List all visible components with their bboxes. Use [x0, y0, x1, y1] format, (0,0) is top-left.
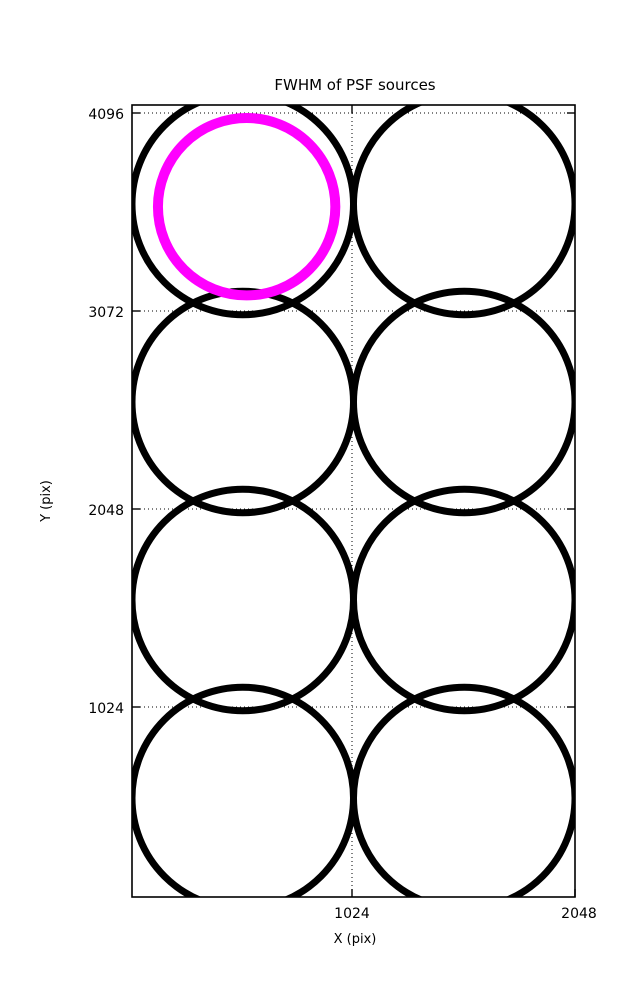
chart-title: FWHM of PSF sources [274, 76, 435, 94]
psf-marker [350, 287, 575, 517]
tick-marks [132, 105, 576, 897]
data-markers [132, 105, 575, 897]
xtick-label-2048: 2048 [561, 906, 597, 922]
psf-marker [350, 485, 575, 715]
psf-marker [350, 683, 575, 897]
ytick-label-4096: 4096 [88, 107, 124, 123]
xtick-label-1024: 1024 [334, 906, 370, 922]
x-axis-label: X (pix) [334, 932, 377, 947]
highlighted-psf-circle-group [152, 113, 341, 301]
plot-area-background [132, 105, 575, 897]
highlighted-psf-marker [152, 113, 341, 301]
psf-marker [350, 105, 575, 319]
ytick-label-1024: 1024 [88, 701, 124, 717]
axes-frame [131, 104, 576, 898]
y-axis-label: Y (pix) [39, 480, 54, 523]
ytick-label-2048: 2048 [88, 503, 124, 519]
ytick-label-3072: 3072 [88, 305, 124, 321]
